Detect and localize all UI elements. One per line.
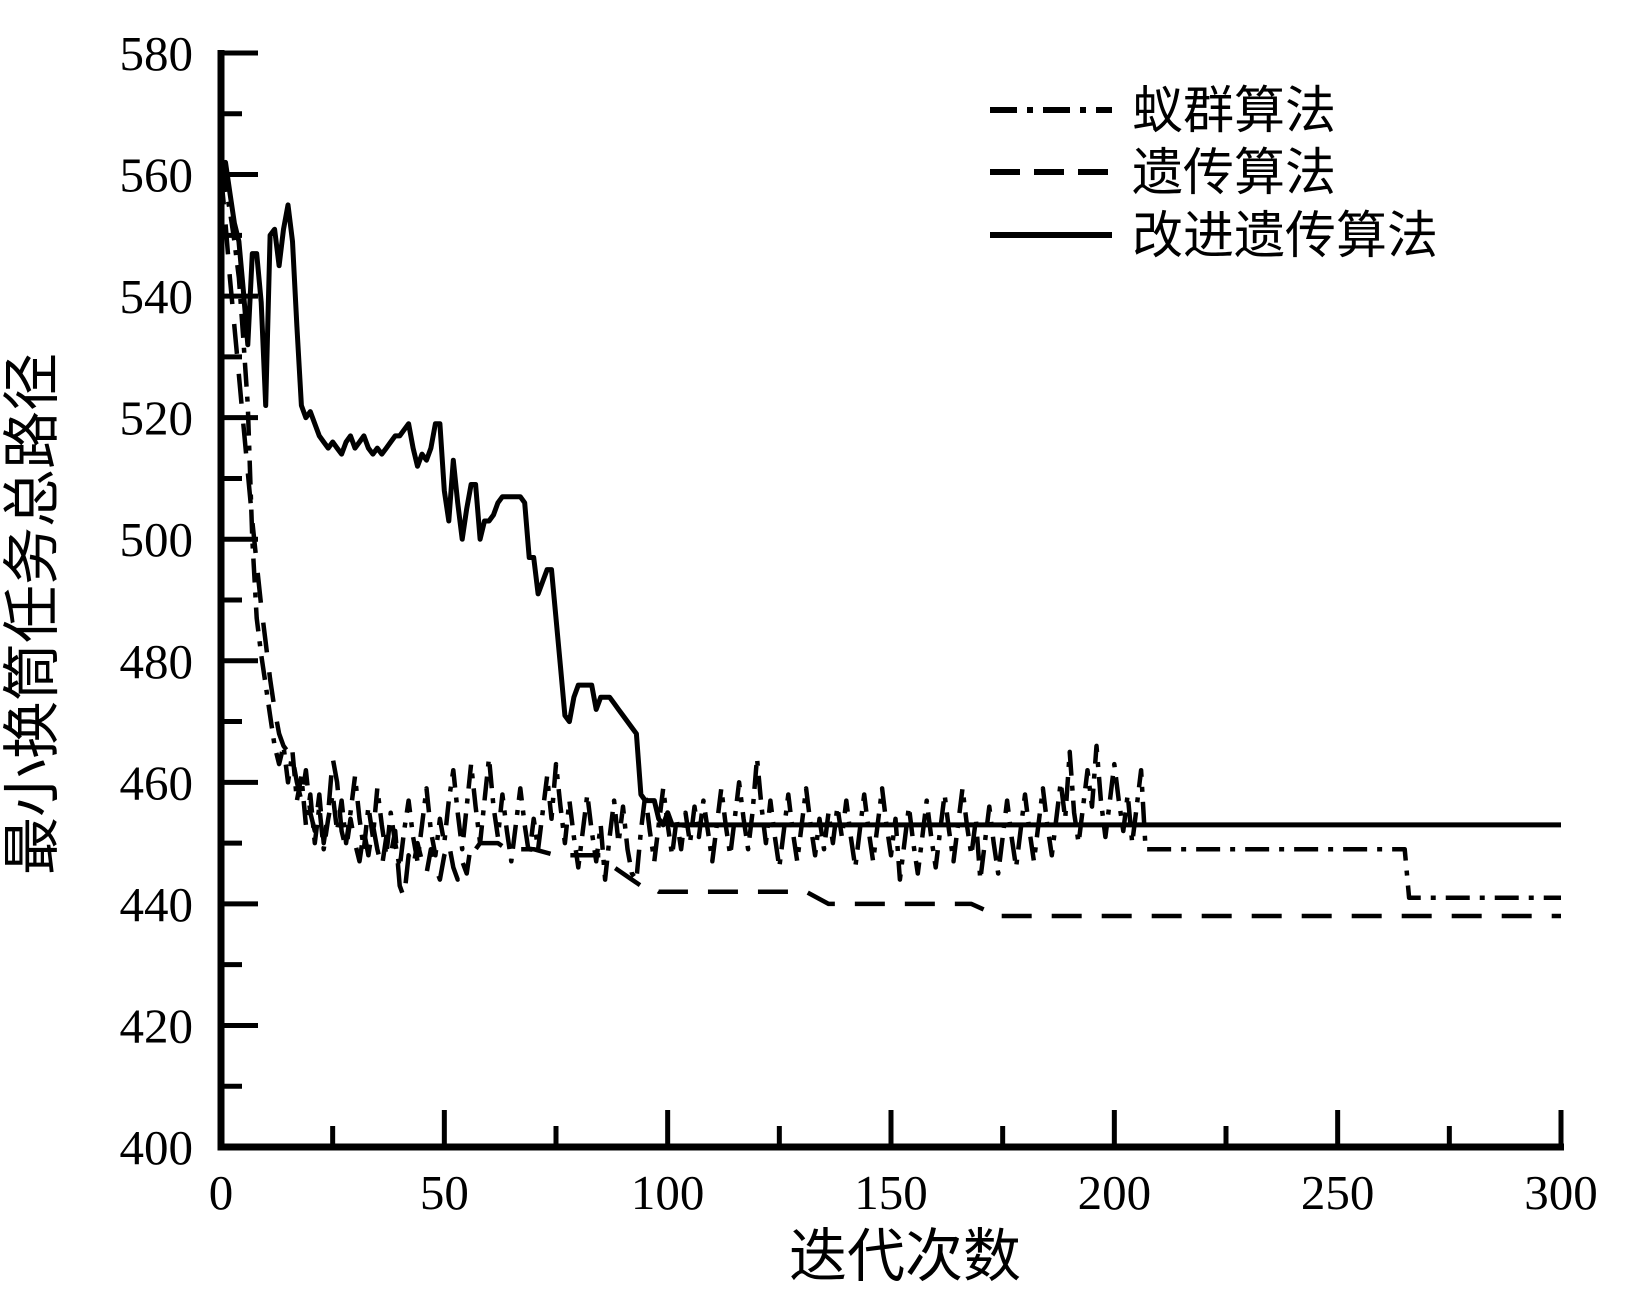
- legend-label-genetic: 遗传算法: [1132, 146, 1336, 202]
- y-tick-label: 460: [120, 755, 194, 810]
- data-series: [218, 159, 1561, 919]
- legend-label-improved-genetic: 改进遗传算法: [1132, 209, 1438, 265]
- x-axis-title: 迭代次数: [789, 1224, 1021, 1289]
- y-tick-label: 400: [120, 1120, 194, 1175]
- improved-genetic-series: [218, 159, 1561, 828]
- y-tick-label: 420: [120, 998, 194, 1053]
- legend-label-ant-colony: 蚁群算法: [1132, 84, 1336, 140]
- ant-colony-series: [218, 167, 1561, 901]
- legend-item-genetic: 遗传算法: [990, 146, 1336, 202]
- x-tick-label: 0: [209, 1165, 234, 1220]
- x-tick-label: 100: [631, 1165, 705, 1220]
- y-tick-label: 480: [120, 634, 194, 689]
- y-tick-label: 440: [120, 877, 194, 932]
- genetic-series: [218, 174, 1561, 919]
- y-tick-label: 560: [120, 148, 194, 203]
- x-tick-label: 300: [1524, 1165, 1598, 1220]
- axis-tick-labels: 0 50 100 150 200 250 300 400 420 440 460 480 500 520 5…: [120, 26, 1598, 1220]
- legend-item-improved-genetic: 改进遗传算法: [990, 209, 1438, 265]
- x-tick-label: 200: [1078, 1165, 1152, 1220]
- legend-item-ant-colony: 蚁群算法: [990, 84, 1336, 140]
- x-tick-label: 150: [854, 1165, 928, 1220]
- y-axis-title: 最小换筒任务总路径: [0, 353, 65, 875]
- y-tick-label: 580: [120, 26, 194, 81]
- legend: 蚁群算法 遗传算法 改进遗传算法: [990, 84, 1438, 265]
- x-tick-label: 50: [420, 1165, 469, 1220]
- y-tick-label: 540: [120, 269, 194, 324]
- y-tick-label: 520: [120, 391, 194, 446]
- y-tick-label: 500: [120, 512, 194, 567]
- x-tick-label: 250: [1301, 1165, 1375, 1220]
